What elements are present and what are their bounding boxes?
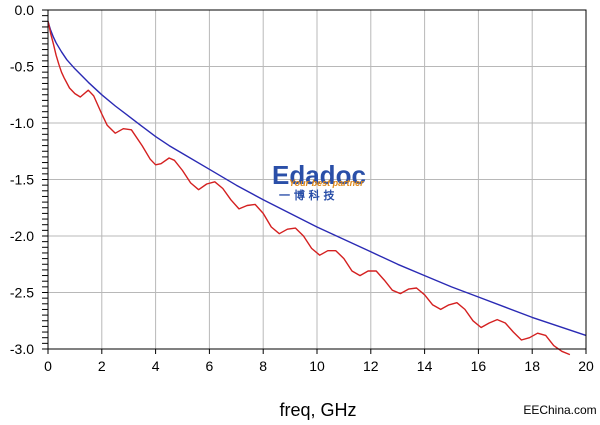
x-tick-label: 0 (44, 358, 52, 374)
watermark-chinese: 一 博 科 技 (279, 188, 335, 202)
x-tick-label: 8 (259, 358, 267, 374)
x-tick-label: 14 (417, 358, 433, 374)
watermark-logo: Edadoc Your best partner 一 博 科 技 (272, 160, 366, 202)
x-axis-ticks: 0 2 4 6 8 10 12 14 16 18 20 (44, 349, 594, 374)
series-line-1 (47, 21, 587, 337)
y-tick-label: -2.0 (10, 228, 34, 244)
y-tick-label: -1.0 (10, 115, 34, 131)
watermark-brand: Edadoc (272, 160, 366, 190)
series-layer (47, 21, 587, 356)
y-tick-label: -1.5 (10, 172, 34, 188)
x-tick-label: 20 (578, 358, 594, 374)
x-tick-label: 10 (309, 358, 325, 374)
x-tick-label: 2 (98, 358, 106, 374)
y-axis-ticks: 0.0 -0.5 -1.0 -1.5 -2.0 -2.5 -3.0 (10, 2, 48, 357)
source-credit: EEChina.com (523, 403, 596, 417)
series-line-2 (47, 21, 571, 356)
y-tick-label: -3.0 (10, 341, 34, 357)
y-tick-label: -2.5 (10, 285, 34, 301)
y-tick-label: 0.0 (15, 2, 35, 18)
y-tick-label: -0.5 (10, 59, 34, 75)
x-tick-label: 6 (206, 358, 214, 374)
x-axis-label: freq, GHz (279, 400, 356, 420)
x-tick-label: 18 (524, 358, 540, 374)
x-tick-label: 16 (471, 358, 487, 374)
x-tick-label: 12 (363, 358, 379, 374)
x-tick-label: 4 (152, 358, 160, 374)
watermark-tagline: Your best partner (289, 178, 364, 188)
